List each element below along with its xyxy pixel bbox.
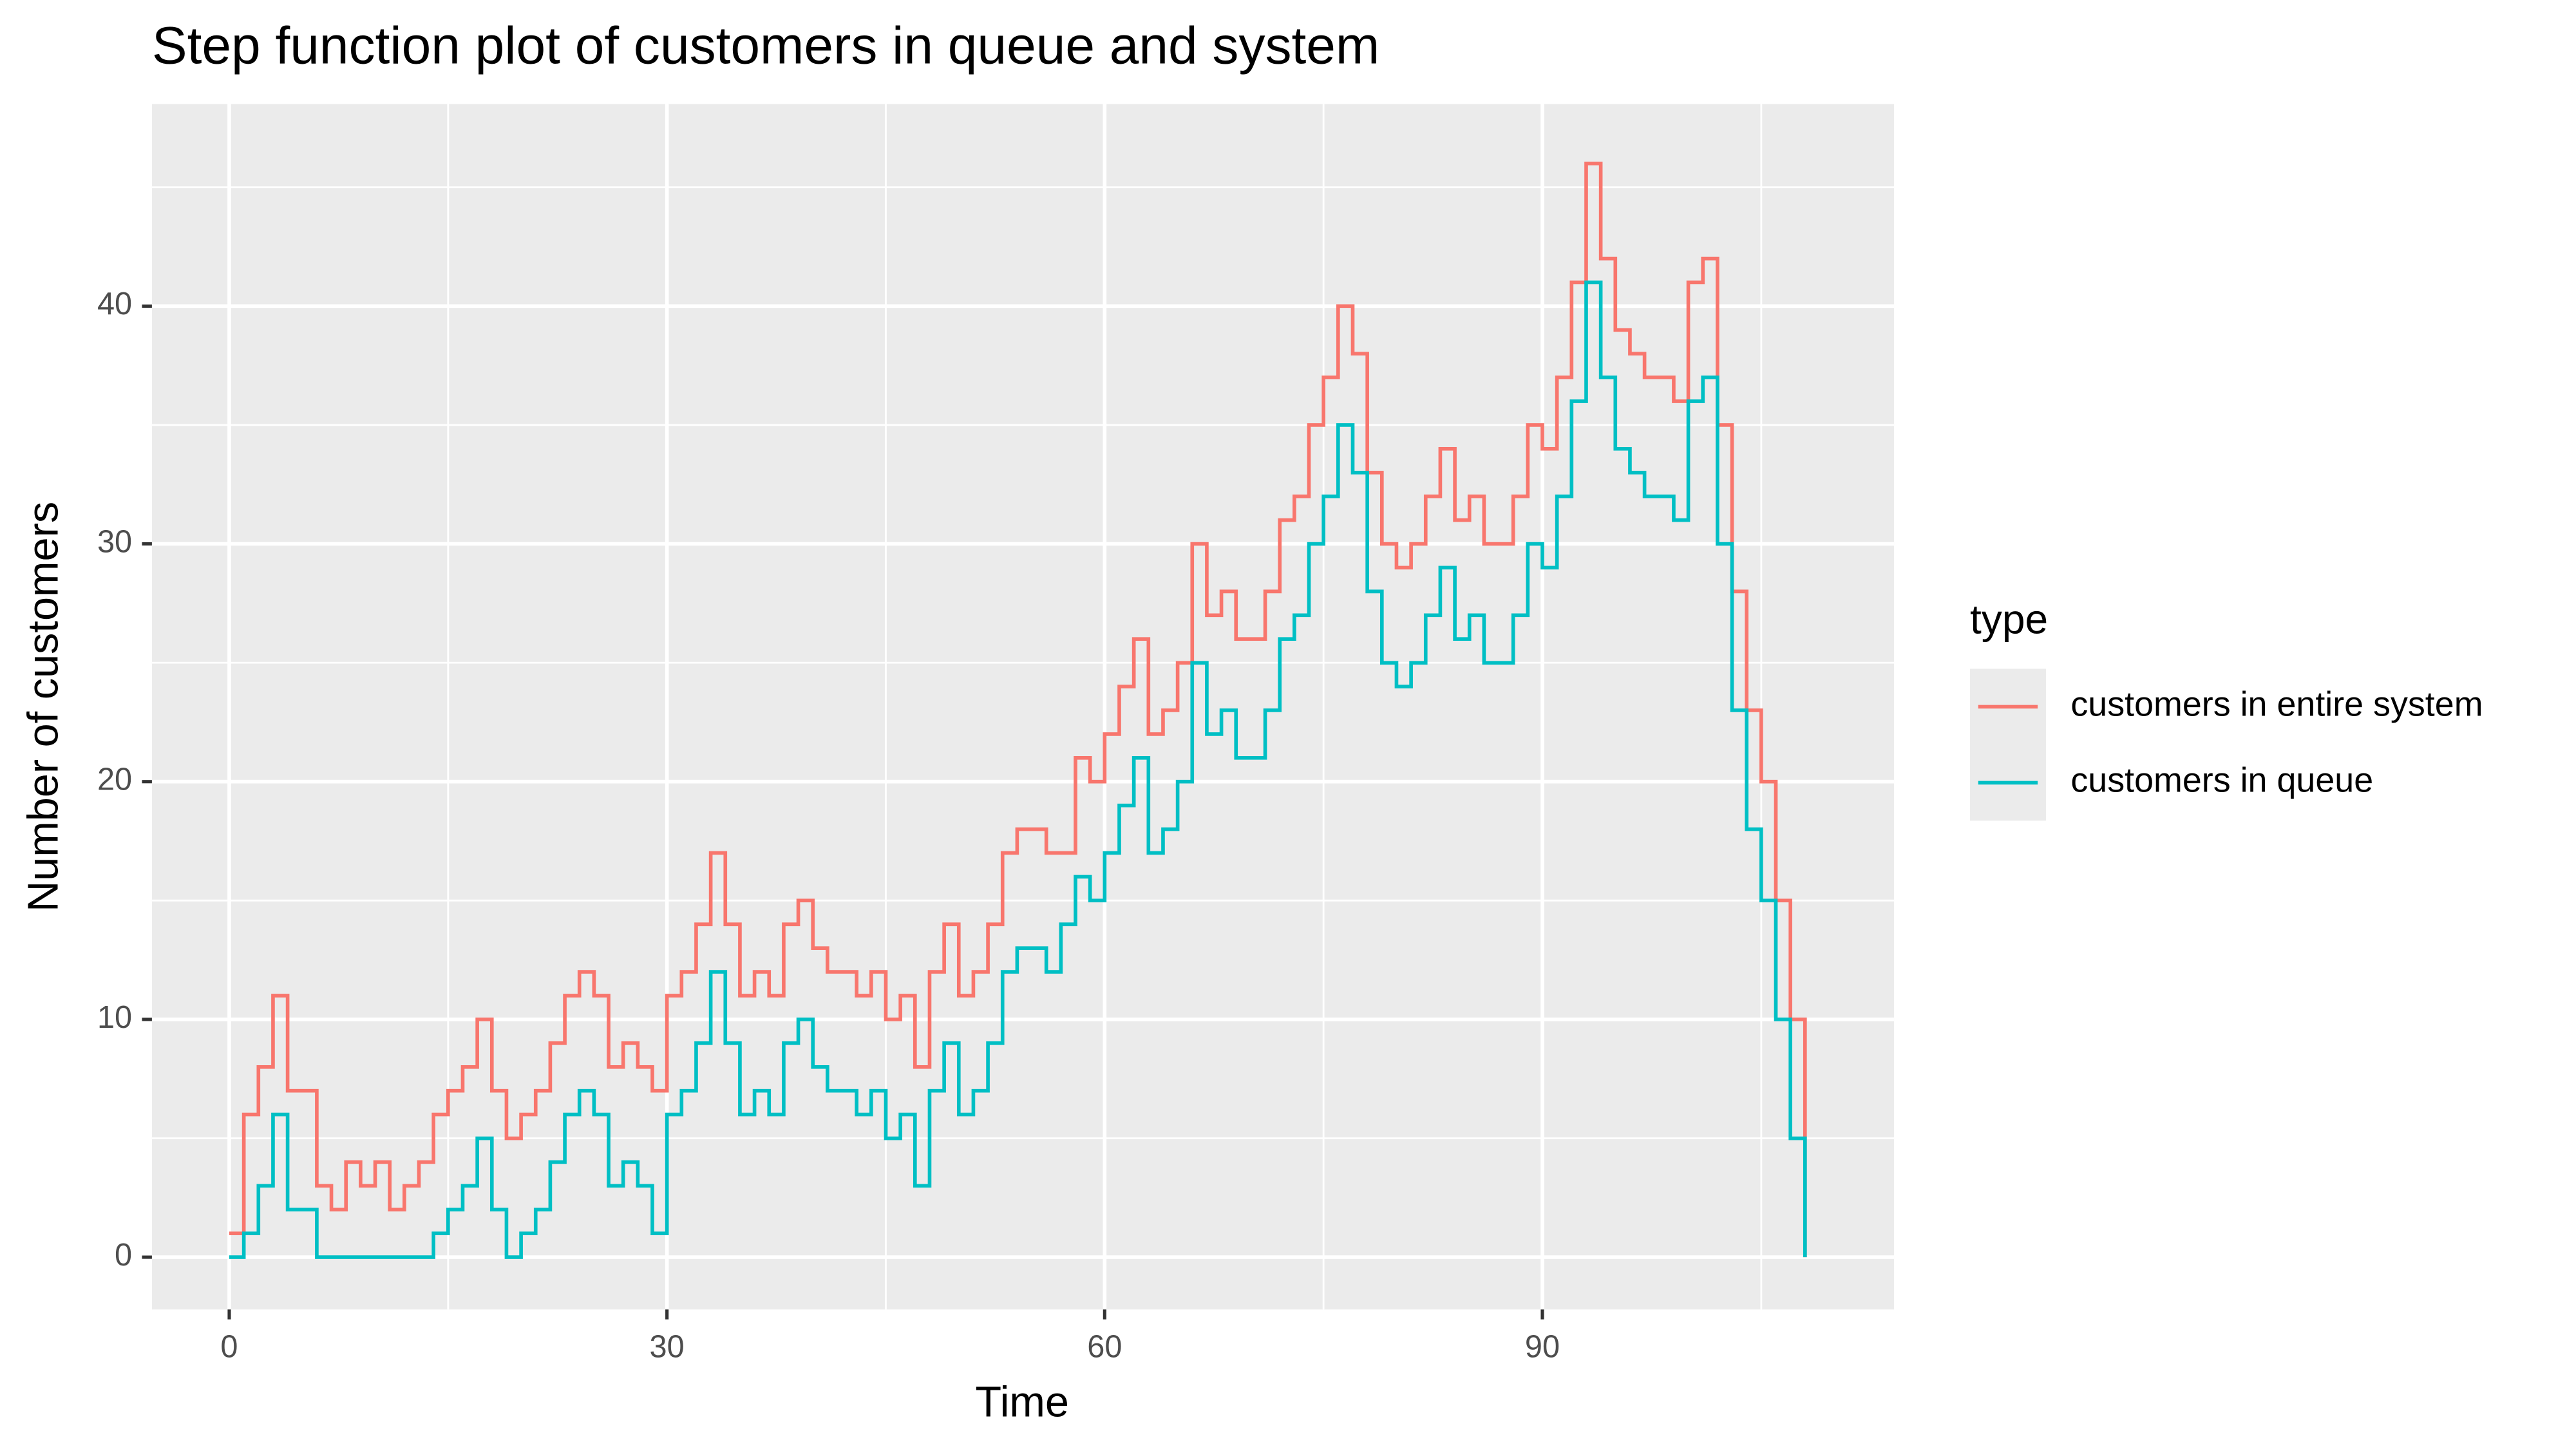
x-tick-label: 60 [1087,1330,1122,1365]
series-line [229,280,1807,1259]
x-tick-label: 0 [220,1330,238,1365]
legend-label: customers in entire system [2070,685,2483,724]
y-tick-label: 10 [97,1000,132,1035]
y-tick-label: 30 [97,524,132,559]
y-axis-title: Number of customers [19,502,67,912]
x-tick-label: 90 [1525,1330,1560,1365]
y-tick-label: 0 [115,1238,132,1273]
chart-title: Step function plot of customers in queue… [152,17,1379,75]
plot-panel [151,104,1895,1310]
legend-title: type [1970,596,2048,643]
y-tick-label: 20 [97,762,132,797]
series-line [229,162,1807,1258]
legend-label: customers in queue [2070,761,2373,800]
y-tick-label: 40 [97,287,132,321]
x-axis-title: Time [975,1379,1069,1426]
x-tick-label: 30 [650,1330,685,1365]
legend-key-background [1969,668,2046,821]
